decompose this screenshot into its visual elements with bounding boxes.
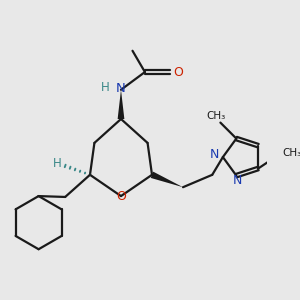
Text: H: H	[53, 157, 62, 170]
Text: CH₃: CH₃	[206, 110, 226, 121]
Text: H: H	[101, 81, 110, 94]
Text: N: N	[210, 148, 219, 161]
Text: N: N	[116, 82, 125, 95]
Text: N: N	[232, 174, 242, 188]
Polygon shape	[118, 90, 124, 119]
Text: CH₃: CH₃	[282, 148, 300, 158]
Text: O: O	[116, 190, 126, 202]
Text: O: O	[173, 65, 183, 79]
Polygon shape	[151, 172, 183, 187]
